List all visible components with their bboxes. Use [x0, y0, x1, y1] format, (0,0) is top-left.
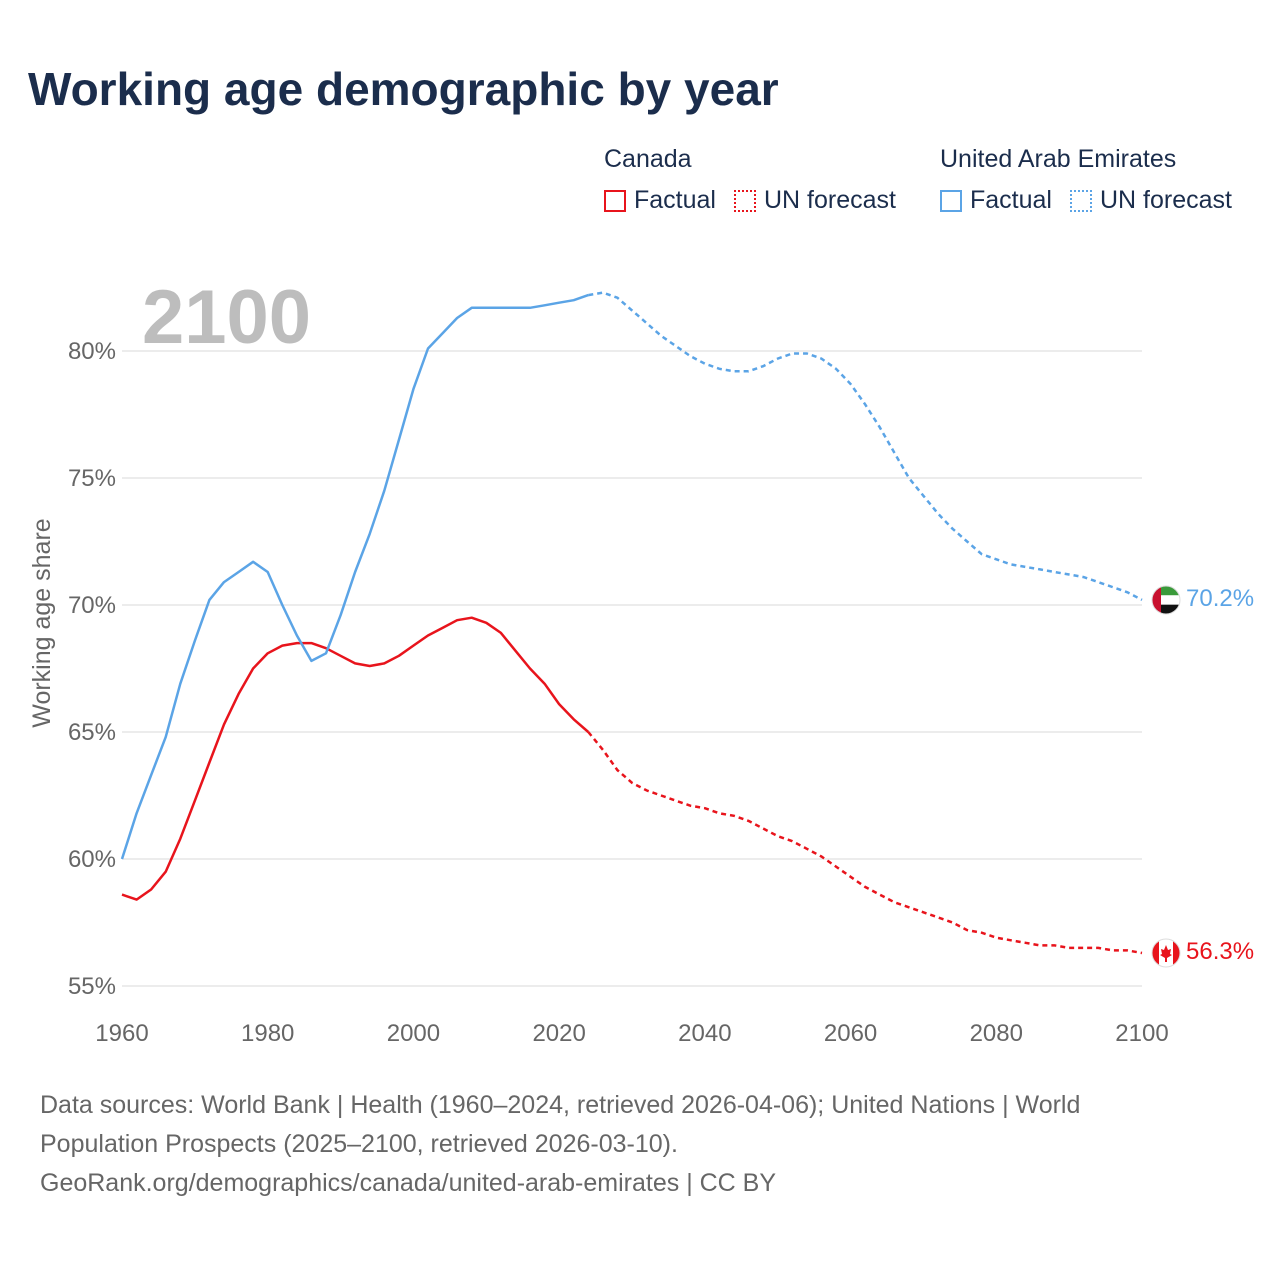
x-tick-label: 2000: [387, 1020, 440, 1047]
footer-source: Data sources: World Bank | Health (1960–…: [40, 1086, 1240, 1203]
x-tick-label: 2040: [678, 1020, 731, 1047]
legend-uae-name: United Arab Emirates: [940, 145, 1177, 173]
x-tick-label: 1960: [95, 1020, 148, 1047]
series-line-canada-forecast[interactable]: [587, 731, 1143, 955]
end-label-uae: 70.2%: [1186, 585, 1254, 612]
footer-line-2: Population Prospects (2025–2100, retriev…: [40, 1130, 678, 1158]
footer-line-1: Data sources: World Bank | Health (1960–…: [40, 1091, 1081, 1119]
legend-label-uae-forecast: UN forecast: [1099, 186, 1232, 214]
series-line-canada-factual[interactable]: [121, 616, 590, 901]
x-tick-label: 1980: [241, 1020, 294, 1047]
x-tick-label: 2060: [824, 1020, 877, 1047]
legend-uae-factual[interactable]: Factual: [940, 186, 1052, 215]
legend-canada-name: Canada: [604, 145, 692, 173]
legend-label-canada-forecast: UN forecast: [763, 186, 896, 214]
y-tick-label: 70%: [68, 592, 116, 619]
y-tick-label: 55%: [68, 973, 116, 1000]
legend-canada-forecast[interactable]: UN forecast: [733, 186, 896, 215]
x-tick-label: 2020: [532, 1020, 585, 1047]
series-line-uae-forecast[interactable]: [588, 291, 1143, 602]
series-line-uae-factual[interactable]: [120, 293, 589, 860]
footer-line-3: GeoRank.org/demographics/canada/united-a…: [40, 1169, 777, 1197]
y-tick-label: 75%: [68, 465, 116, 492]
y-tick-label: 65%: [68, 719, 116, 746]
legend-uae: United Arab Emirates Factual UN forecast: [940, 144, 1232, 215]
legend-swatch-canada-factual: [604, 189, 626, 212]
x-tick-label: 2100: [1115, 1020, 1168, 1047]
x-tick-label: 2080: [970, 1020, 1023, 1047]
chart-title: Working age demographic by year: [28, 63, 779, 115]
canada-flag-icon: [1151, 938, 1181, 968]
year-label: 2100: [142, 275, 311, 360]
uae-flag-icon: [1151, 585, 1181, 615]
legend-canada-factual[interactable]: Factual: [604, 186, 716, 215]
y-tick-label: 80%: [68, 338, 116, 365]
legend-label-uae-factual: Factual: [970, 186, 1052, 214]
legend-uae-forecast[interactable]: UN forecast: [1069, 186, 1232, 215]
y-tick-label: 60%: [68, 846, 116, 873]
legend-swatch-uae-forecast: [1069, 189, 1092, 212]
legend-swatch-canada-forecast: [733, 189, 756, 212]
y-axis-title: Working age share: [28, 518, 56, 727]
end-label-canada: 56.3%: [1186, 938, 1254, 965]
legend-canada: Canada Factual UN forecast: [604, 144, 896, 215]
legend-label-canada-factual: Factual: [634, 186, 716, 214]
legend-swatch-uae-factual: [940, 189, 962, 212]
